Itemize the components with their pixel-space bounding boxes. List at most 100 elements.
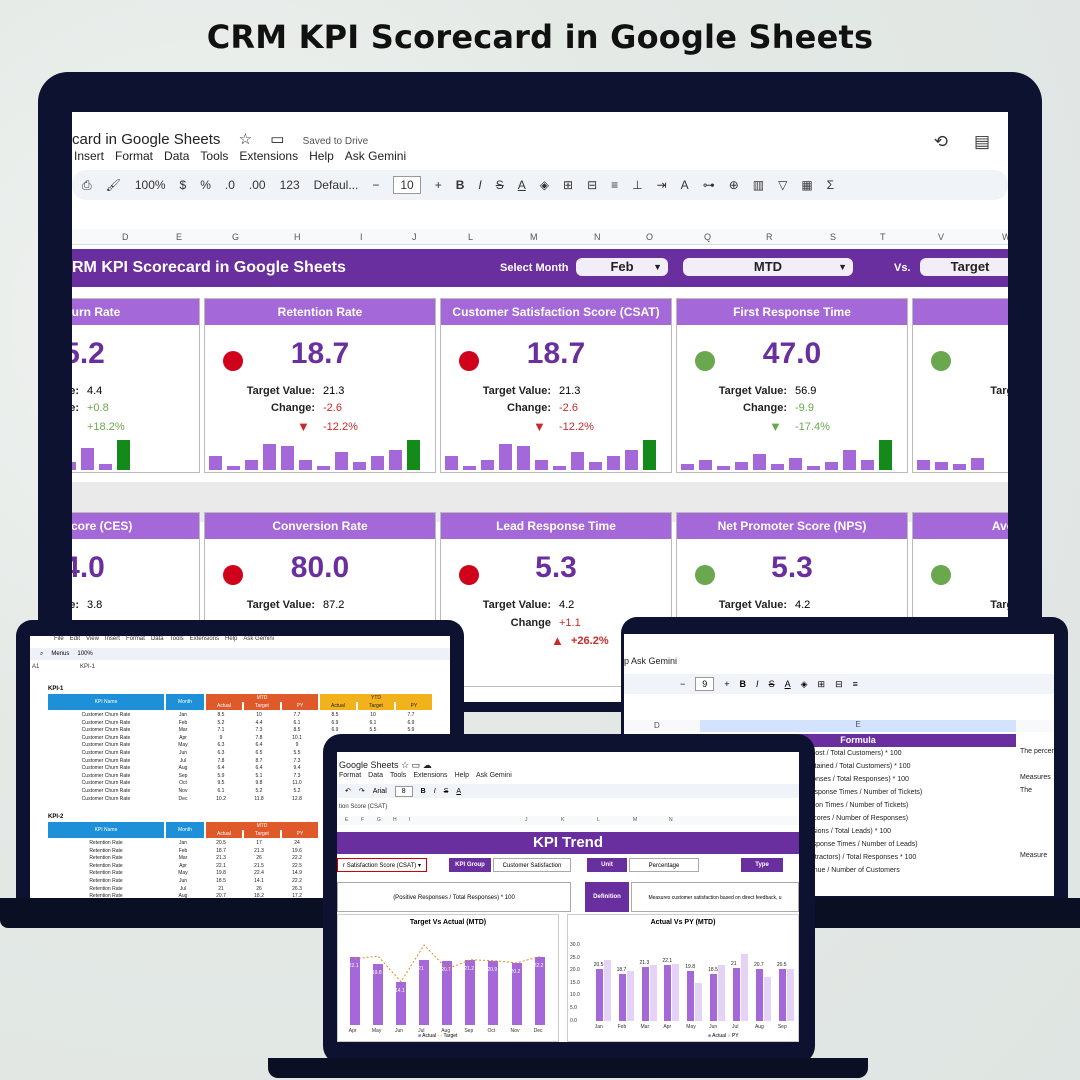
star-icon[interactable]: ☆: [401, 760, 410, 770]
left-zoom[interactable]: 100%: [77, 651, 93, 657]
formula-row[interactable]: ners Retained / Total Customers) * 100: [790, 763, 911, 770]
table-icon[interactable]: ▦: [801, 178, 813, 192]
column-header-h[interactable]: H: [294, 232, 301, 242]
star-icon[interactable]: ☆: [238, 131, 253, 148]
table-row[interactable]: Retention Rate Aug 20.7 18.2 17.2: [48, 893, 316, 898]
table-row[interactable]: Customer Churn Rate Nov 6.1 5.2 5.2: [48, 788, 430, 795]
table-row[interactable]: Retention Rate Mar 21.3 26 22.2: [48, 855, 316, 862]
formula-row[interactable]: ers - Detractors) / Total Responses * 10…: [790, 854, 917, 861]
front-col-g[interactable]: G: [377, 817, 381, 823]
folder-icon[interactable]: ▭: [270, 131, 285, 148]
minus-icon[interactable]: −: [680, 679, 686, 689]
rotate-icon[interactable]: A: [680, 178, 689, 192]
left-menu-item[interactable]: Insert: [104, 636, 120, 642]
search-icon[interactable]: ⌕: [40, 650, 44, 657]
table-row[interactable]: Customer Churn Rate Apr 9 7.8 10.1: [48, 735, 430, 742]
period-dropdown[interactable]: MTD ▼: [683, 258, 853, 276]
currency-button[interactable]: $: [179, 178, 187, 192]
folder-icon[interactable]: ▭: [411, 760, 421, 770]
menu-tools[interactable]: Tools: [200, 149, 229, 163]
left-menu-item[interactable]: Format: [125, 636, 145, 642]
text-color-icon[interactable]: A: [517, 178, 526, 192]
table-row[interactable]: Customer Churn Rate Feb 5.2 4.4 6.1 6.9 6.1 6.9: [48, 720, 430, 727]
front-col-h[interactable]: H: [393, 817, 397, 823]
merge-icon[interactable]: ⊟: [835, 678, 843, 689]
doc-title[interactable]: card in Google Sheets: [72, 131, 221, 148]
history-icon[interactable]: ⟲: [933, 132, 948, 151]
comment-icon[interactable]: ▤: [973, 132, 990, 151]
plus-icon[interactable]: +: [724, 679, 730, 689]
column-header-t[interactable]: T: [880, 232, 886, 242]
column-header-d[interactable]: D: [122, 232, 129, 242]
table-row[interactable]: Retention Rate Apr 22.1 21.5 22.5: [48, 863, 316, 870]
fill-color-icon[interactable]: ◈: [800, 678, 808, 689]
column-header-j[interactable]: J: [412, 232, 417, 242]
formula-row[interactable]: e Responses / Total Responses) * 100: [790, 776, 909, 783]
column-header-e[interactable]: E: [176, 232, 183, 242]
table-row[interactable]: Customer Churn Rate Dec 10.2 11.8 12.8: [48, 796, 430, 803]
left-menu-item[interactable]: Data: [150, 636, 164, 642]
table-row[interactable]: Retention Rate Jan 20.5 17 24: [48, 840, 316, 847]
table-row[interactable]: Customer Churn Rate May 6.3 6.4 9: [48, 742, 430, 749]
italic-icon[interactable]: I: [478, 178, 482, 192]
menu-help[interactable]: Help: [309, 149, 334, 163]
right-font-size[interactable]: 9: [695, 677, 715, 691]
align-icon[interactable]: ≡: [852, 679, 858, 689]
column-header-o[interactable]: O: [646, 232, 654, 242]
menu-format[interactable]: Format: [115, 149, 154, 163]
left-menu-item[interactable]: Tools: [169, 636, 184, 642]
column-header-n[interactable]: N: [594, 232, 601, 242]
formula-row[interactable]: Conversions / Total Leads) * 100: [790, 828, 892, 835]
functions-icon[interactable]: Σ: [826, 178, 835, 192]
name-box[interactable]: A1: [32, 664, 40, 670]
front-menu-item[interactable]: Data: [368, 772, 383, 779]
front-menu-item[interactable]: Extensions: [413, 772, 448, 779]
table-row[interactable]: Customer Churn Rate Sep 5.9 5.1 7.3: [48, 773, 430, 780]
text-color-icon[interactable]: A: [784, 679, 791, 689]
percent-button[interactable]: %: [200, 178, 211, 192]
minus-icon[interactable]: −: [372, 178, 380, 192]
column-header-i[interactable]: I: [360, 232, 363, 242]
left-menu-search[interactable]: Menus: [51, 651, 70, 657]
formula-row[interactable]: omers Lost / Total Customers) * 100: [790, 750, 902, 757]
column-header-g[interactable]: G: [232, 232, 240, 242]
front-col-f[interactable]: F: [361, 817, 365, 823]
valign-icon[interactable]: ⊥: [632, 178, 643, 192]
front-font[interactable]: Arial: [372, 787, 387, 795]
decrease-decimal-button[interactable]: .0: [224, 178, 235, 192]
text-color-icon[interactable]: A: [456, 787, 462, 795]
front-menu-item[interactable]: Format: [339, 772, 362, 779]
paint-format-icon[interactable]: 🖌: [105, 178, 121, 192]
front-col-k[interactable]: K: [561, 817, 565, 823]
table-row[interactable]: Retention Rate Feb 18.7 21.3 19.6: [48, 848, 316, 855]
filter-icon[interactable]: ▽: [778, 178, 788, 192]
front-menu-item[interactable]: Help: [454, 772, 469, 779]
table-row[interactable]: Customer Churn Rate Jun 6.3 6.5 5.5: [48, 750, 430, 757]
left-menu-item[interactable]: View: [86, 636, 99, 642]
borders-icon[interactable]: ⊞: [563, 178, 574, 192]
italic-icon[interactable]: I: [433, 787, 436, 795]
increase-decimal-button[interactable]: .00: [248, 178, 266, 192]
merge-icon[interactable]: ⊟: [587, 178, 598, 192]
column-header-w[interactable]: W: [1002, 232, 1008, 242]
compare-dropdown[interactable]: Target: [920, 258, 1008, 276]
bold-icon[interactable]: B: [455, 178, 465, 192]
fill-color-icon[interactable]: ◈: [539, 178, 550, 192]
left-menu-item[interactable]: Ask Gemini: [243, 636, 275, 642]
front-menu-item[interactable]: Ask Gemini: [475, 772, 512, 779]
front-name-box[interactable]: tion Score (CSAT): [339, 804, 388, 810]
table-row[interactable]: Customer Churn Rate Aug 6.4 6.4 9.4: [48, 765, 430, 772]
zoom-select[interactable]: 100%: [134, 178, 166, 192]
column-header-r[interactable]: R: [766, 232, 773, 242]
front-col-l[interactable]: L: [597, 817, 600, 823]
strikethrough-icon[interactable]: S: [495, 178, 504, 192]
italic-icon[interactable]: I: [756, 679, 759, 689]
table-row[interactable]: Customer Churn Rate Jan 8.5 10 7.7 8.5 10 7.7: [48, 712, 430, 719]
font-size-input[interactable]: 10: [393, 176, 421, 194]
column-header-q[interactable]: Q: [704, 232, 712, 242]
insert-comment-icon[interactable]: ⊕: [728, 178, 739, 192]
month-dropdown[interactable]: Feb ▼: [576, 258, 668, 276]
column-header-s[interactable]: S: [830, 232, 837, 242]
undo-icon[interactable]: ↶: [345, 788, 351, 795]
front-col-n[interactable]: N: [669, 817, 673, 823]
